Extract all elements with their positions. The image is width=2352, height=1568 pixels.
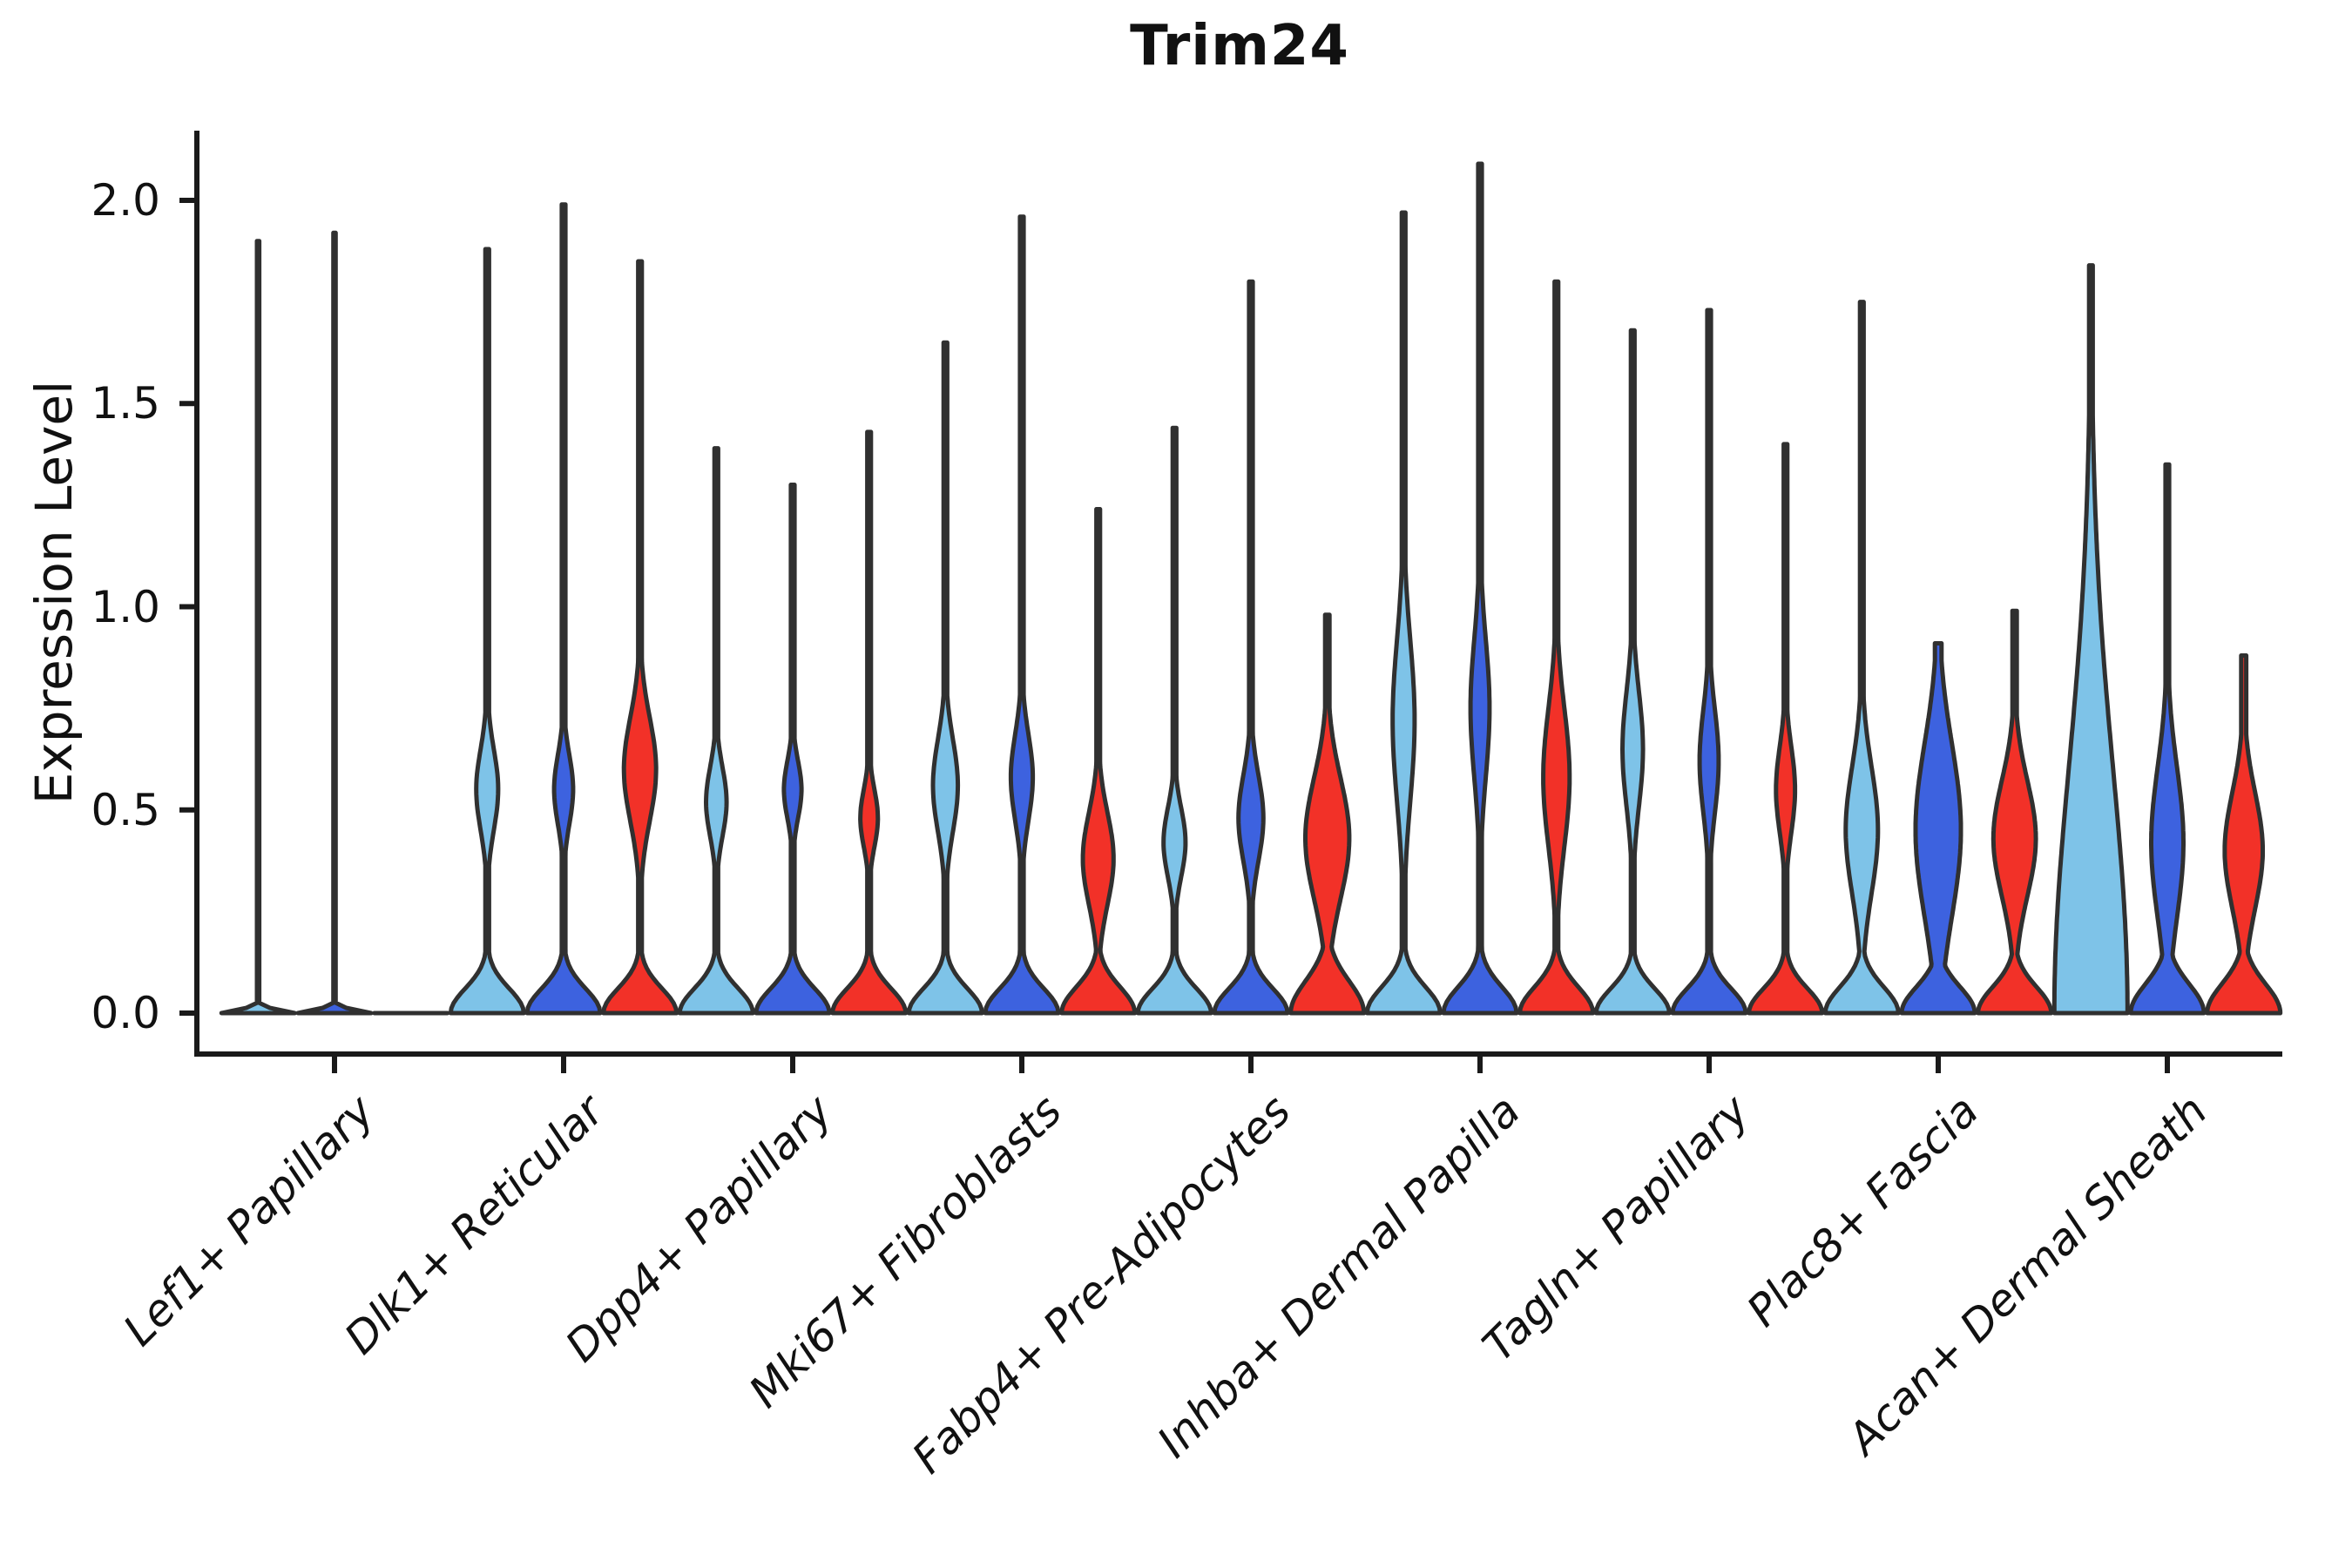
y-tick-label: 1.5 (91, 378, 160, 429)
violin (1593, 328, 1672, 1016)
violin (2051, 263, 2130, 1016)
y-tick-label: 1.0 (91, 581, 160, 632)
violin (1517, 279, 1596, 1016)
violin (1135, 425, 1213, 1016)
violin (1288, 612, 1367, 1016)
violin (2128, 462, 2207, 1016)
violin (295, 230, 374, 1016)
violin (906, 340, 984, 1016)
axis-spines (194, 131, 2282, 1057)
chart-title: Trim24 (1130, 14, 1349, 78)
violin (524, 202, 603, 1016)
violin (1899, 641, 1977, 1016)
violin (983, 214, 1061, 1016)
violin (219, 239, 297, 1016)
violin (601, 259, 679, 1016)
violin (1670, 308, 1748, 1016)
y-tick-label: 0.5 (91, 784, 160, 835)
violin (1822, 300, 1901, 1016)
violin (1364, 210, 1443, 1016)
violin (448, 247, 526, 1016)
y-tick-label: 2.0 (91, 175, 160, 226)
violin (1212, 279, 1290, 1016)
violin (677, 446, 755, 1016)
violin (1747, 442, 1825, 1016)
violin (754, 483, 832, 1016)
violin (1976, 608, 2054, 1016)
violin (2205, 653, 2283, 1016)
violin (1441, 161, 1519, 1016)
violin (830, 429, 909, 1016)
y-tick-label: 0.0 (91, 988, 160, 1038)
violin (1059, 507, 1138, 1016)
